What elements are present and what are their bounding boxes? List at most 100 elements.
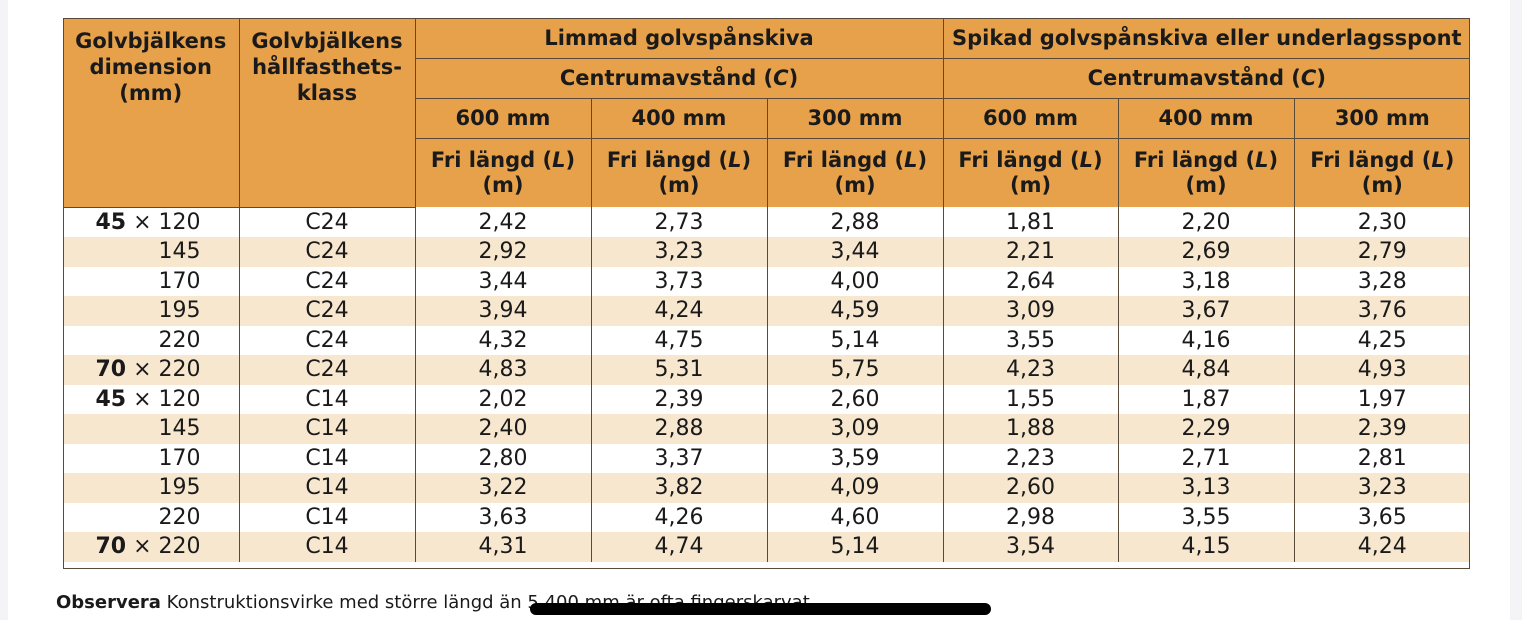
- cell-free-length: 2,30: [1294, 207, 1471, 237]
- cell-free-length: 3,82: [591, 473, 768, 503]
- cell-free-length: 3,55: [943, 325, 1119, 355]
- cell-free-length: 4,84: [1118, 355, 1295, 385]
- cell-free-length: 5,31: [591, 355, 768, 385]
- cell-strength-class: C14: [239, 502, 416, 532]
- cell-free-length: 3,37: [591, 443, 768, 473]
- cell-free-length: 1,81: [943, 207, 1119, 237]
- cell-dimension: 70 × 220: [63, 532, 240, 562]
- cell-free-length: 2,40: [415, 414, 592, 444]
- table-row: 195 C14 3,22 3,82 4,09 2,60 3,13 3,23: [63, 473, 1471, 503]
- cell-free-length: 4,74: [591, 532, 768, 562]
- cell-free-length: 4,93: [1294, 355, 1471, 385]
- table-row: 195 C24 3,94 4,24 4,59 3,09 3,67 3,76: [63, 296, 1471, 326]
- cell-free-length: 2,88: [767, 207, 944, 237]
- header-free-length: Fri längd (L) (m): [591, 138, 768, 207]
- span-table: Golvbjälkens dimension (mm) Golvbjälkens…: [63, 18, 1471, 562]
- cell-free-length: 2,39: [1294, 414, 1471, 444]
- cell-free-length: 2,60: [943, 473, 1119, 503]
- cell-strength-class: C24: [239, 207, 416, 237]
- table-body: 45 × 120 C24 2,42 2,73 2,88 1,81 2,20 2,30 145 C2…: [63, 207, 1471, 562]
- cell-dimension: 45 × 120: [63, 384, 240, 414]
- cell-free-length: 3,54: [943, 532, 1119, 562]
- cell-free-length: 3,23: [591, 237, 768, 267]
- header-free-length: Fri längd (L) (m): [767, 138, 944, 207]
- cell-free-length: 2,92: [415, 237, 592, 267]
- cell-free-length: 2,20: [1118, 207, 1295, 237]
- header-group-nailed: Spikad golvspånskiva eller underlagsspon…: [943, 18, 1471, 59]
- cell-free-length: 4,16: [1118, 325, 1295, 355]
- cell-free-length: 5,75: [767, 355, 944, 385]
- cell-free-length: 3,63: [415, 502, 592, 532]
- table-row: 70 × 220 C14 4,31 4,74 5,14 3,54 4,15 4,24: [63, 532, 1471, 562]
- cell-free-length: 3,76: [1294, 296, 1471, 326]
- cell-free-length: 2,80: [415, 443, 592, 473]
- cell-strength-class: C24: [239, 237, 416, 267]
- cell-free-length: 4,24: [591, 296, 768, 326]
- cell-strength-class: C24: [239, 266, 416, 296]
- header-spacing-value: 300 mm: [1294, 98, 1471, 139]
- table-row: 145 C24 2,92 3,23 3,44 2,21 2,69 2,79: [63, 237, 1471, 267]
- cell-free-length: 2,21: [943, 237, 1119, 267]
- cell-strength-class: C24: [239, 355, 416, 385]
- cell-free-length: 2,23: [943, 443, 1119, 473]
- cell-free-length: 3,44: [767, 237, 944, 267]
- header-group-glued: Limmad golvspånskiva: [415, 18, 944, 59]
- cell-free-length: 2,73: [591, 207, 768, 237]
- cell-free-length: 2,69: [1118, 237, 1295, 267]
- cell-free-length: 1,97: [1294, 384, 1471, 414]
- cell-free-length: 3,09: [943, 296, 1119, 326]
- table-row: 170 C24 3,44 3,73 4,00 2,64 3,18 3,28: [63, 266, 1471, 296]
- cell-free-length: 2,64: [943, 266, 1119, 296]
- header-spacing-value: 400 mm: [1118, 98, 1295, 139]
- cell-free-length: 2,81: [1294, 443, 1471, 473]
- cell-free-length: 2,39: [591, 384, 768, 414]
- cell-free-length: 5,14: [767, 532, 944, 562]
- cell-free-length: 1,87: [1118, 384, 1295, 414]
- cell-free-length: 4,23: [943, 355, 1119, 385]
- header-spacing-glued: Centrumavstånd (C): [415, 58, 944, 99]
- cell-free-length: 4,75: [591, 325, 768, 355]
- table-row: 220 C24 4,32 4,75 5,14 3,55 4,16 4,25: [63, 325, 1471, 355]
- cell-free-length: 3,13: [1118, 473, 1295, 503]
- header-spacing-value: 600 mm: [415, 98, 592, 139]
- cell-strength-class: C14: [239, 532, 416, 562]
- cell-dimension: 45 × 120: [63, 207, 240, 237]
- cell-strength-class: C14: [239, 384, 416, 414]
- header-dimension: Golvbjälkens dimension (mm): [63, 18, 240, 208]
- table-row: 220 C14 3,63 4,26 4,60 2,98 3,55 3,65: [63, 502, 1471, 532]
- cell-free-length: 3,67: [1118, 296, 1295, 326]
- cell-free-length: 2,60: [767, 384, 944, 414]
- cell-free-length: 2,29: [1118, 414, 1295, 444]
- cell-free-length: 1,88: [943, 414, 1119, 444]
- header-free-length: Fri längd (L) (m): [1118, 138, 1295, 207]
- header-spacing-value: 300 mm: [767, 98, 944, 139]
- cell-free-length: 4,31: [415, 532, 592, 562]
- cell-free-length: 4,32: [415, 325, 592, 355]
- table-row: 170 C14 2,80 3,37 3,59 2,23 2,71 2,81: [63, 443, 1471, 473]
- cell-dimension: 195: [63, 473, 240, 503]
- table-row: 70 × 220 C24 4,83 5,31 5,75 4,23 4,84 4,93: [63, 355, 1471, 385]
- header-spacing-value: 600 mm: [943, 98, 1119, 139]
- cell-dimension: 170: [63, 266, 240, 296]
- cell-strength-class: C24: [239, 296, 416, 326]
- cell-free-length: 3,18: [1118, 266, 1295, 296]
- cell-free-length: 3,73: [591, 266, 768, 296]
- home-indicator[interactable]: [530, 603, 991, 615]
- cell-free-length: 2,79: [1294, 237, 1471, 267]
- cell-free-length: 2,42: [415, 207, 592, 237]
- cell-free-length: 3,59: [767, 443, 944, 473]
- cell-strength-class: C14: [239, 443, 416, 473]
- cell-free-length: 3,28: [1294, 266, 1471, 296]
- cell-free-length: 3,09: [767, 414, 944, 444]
- cell-free-length: 3,22: [415, 473, 592, 503]
- cell-free-length: 4,00: [767, 266, 944, 296]
- cell-free-length: 2,02: [415, 384, 592, 414]
- cell-strength-class: C14: [239, 473, 416, 503]
- cell-free-length: 3,44: [415, 266, 592, 296]
- cell-free-length: 5,14: [767, 325, 944, 355]
- cell-free-length: 3,55: [1118, 502, 1295, 532]
- cell-free-length: 4,83: [415, 355, 592, 385]
- header-spacing-value: 400 mm: [591, 98, 768, 139]
- cell-strength-class: C14: [239, 414, 416, 444]
- cell-dimension: 70 × 220: [63, 355, 240, 385]
